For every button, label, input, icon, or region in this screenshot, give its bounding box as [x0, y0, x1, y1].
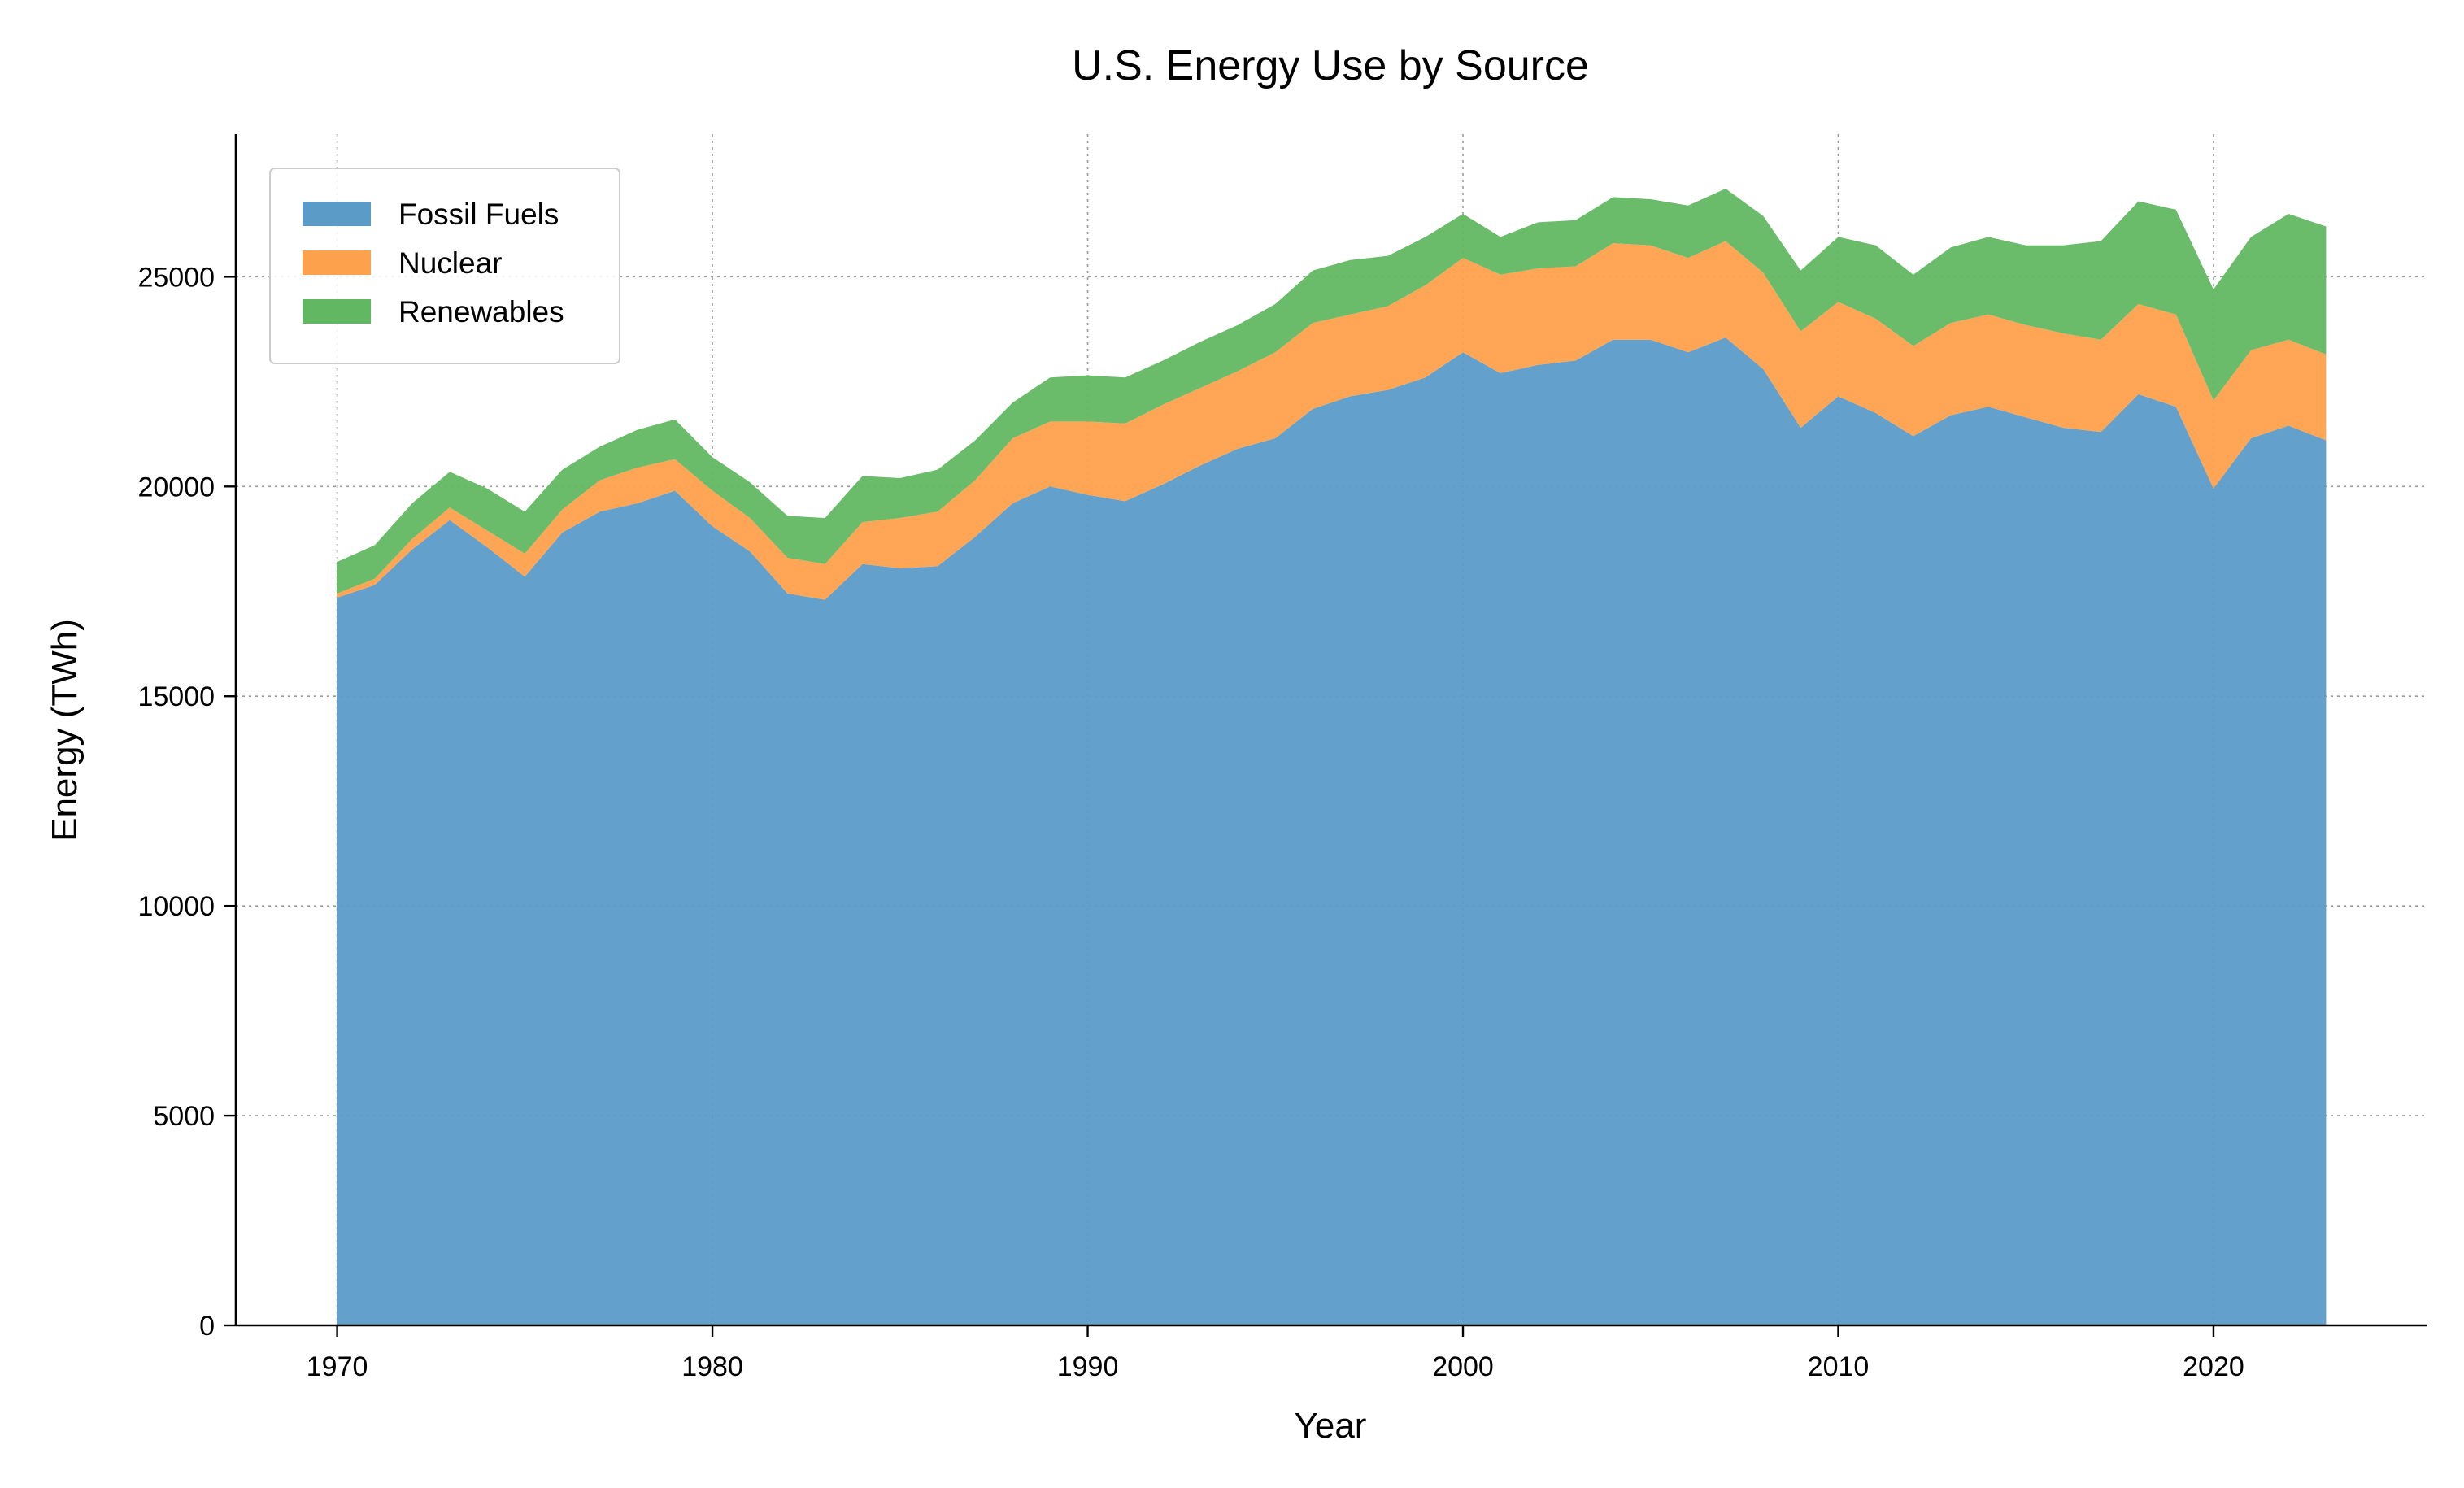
legend-swatch-fossil-fuels: [303, 202, 371, 226]
y-tick-label: 0: [199, 1311, 215, 1342]
y-tick-label: 15000: [137, 681, 215, 712]
legend-items: Fossil Fuels Nuclear Renewables: [303, 198, 564, 328]
x-tick-label: 2020: [2183, 1351, 2244, 1382]
chart-title: U.S. Energy Use by Source: [1072, 42, 1589, 89]
legend-label-fossil-fuels: Fossil Fuels: [398, 198, 559, 231]
y-tick-label: 10000: [137, 891, 215, 922]
area-layer: [337, 189, 2327, 1326]
x-tick-label: 1970: [307, 1351, 368, 1382]
y-tick-label: 25000: [137, 262, 215, 293]
x-tick-label: 1980: [681, 1351, 743, 1382]
x-tick-label: 2000: [1432, 1351, 1494, 1382]
legend-label-nuclear: Nuclear: [398, 246, 503, 280]
y-tick-label: 5000: [153, 1101, 215, 1132]
y-axis-title: Energy (TWh): [45, 619, 85, 842]
axis-layer: 1970 1980 1990 2000 2010 2020 0 5000 10000 15000 2…: [137, 134, 2427, 1382]
area-nuclear: [337, 241, 2327, 600]
legend-swatch-nuclear: [303, 250, 371, 275]
y-tick-label: 20000: [137, 472, 215, 503]
legend-swatch-renewables: [303, 299, 371, 324]
x-tick-label: 1990: [1057, 1351, 1119, 1382]
legend-label-renewables: Renewables: [398, 295, 564, 328]
legend: Fossil Fuels Nuclear Renewables: [269, 168, 620, 364]
x-axis-title: Year: [1295, 1406, 1367, 1446]
area-fossil-fuels: [337, 337, 2327, 1326]
x-tick-label: 2010: [1808, 1351, 1870, 1382]
area-renewables: [337, 189, 2327, 594]
